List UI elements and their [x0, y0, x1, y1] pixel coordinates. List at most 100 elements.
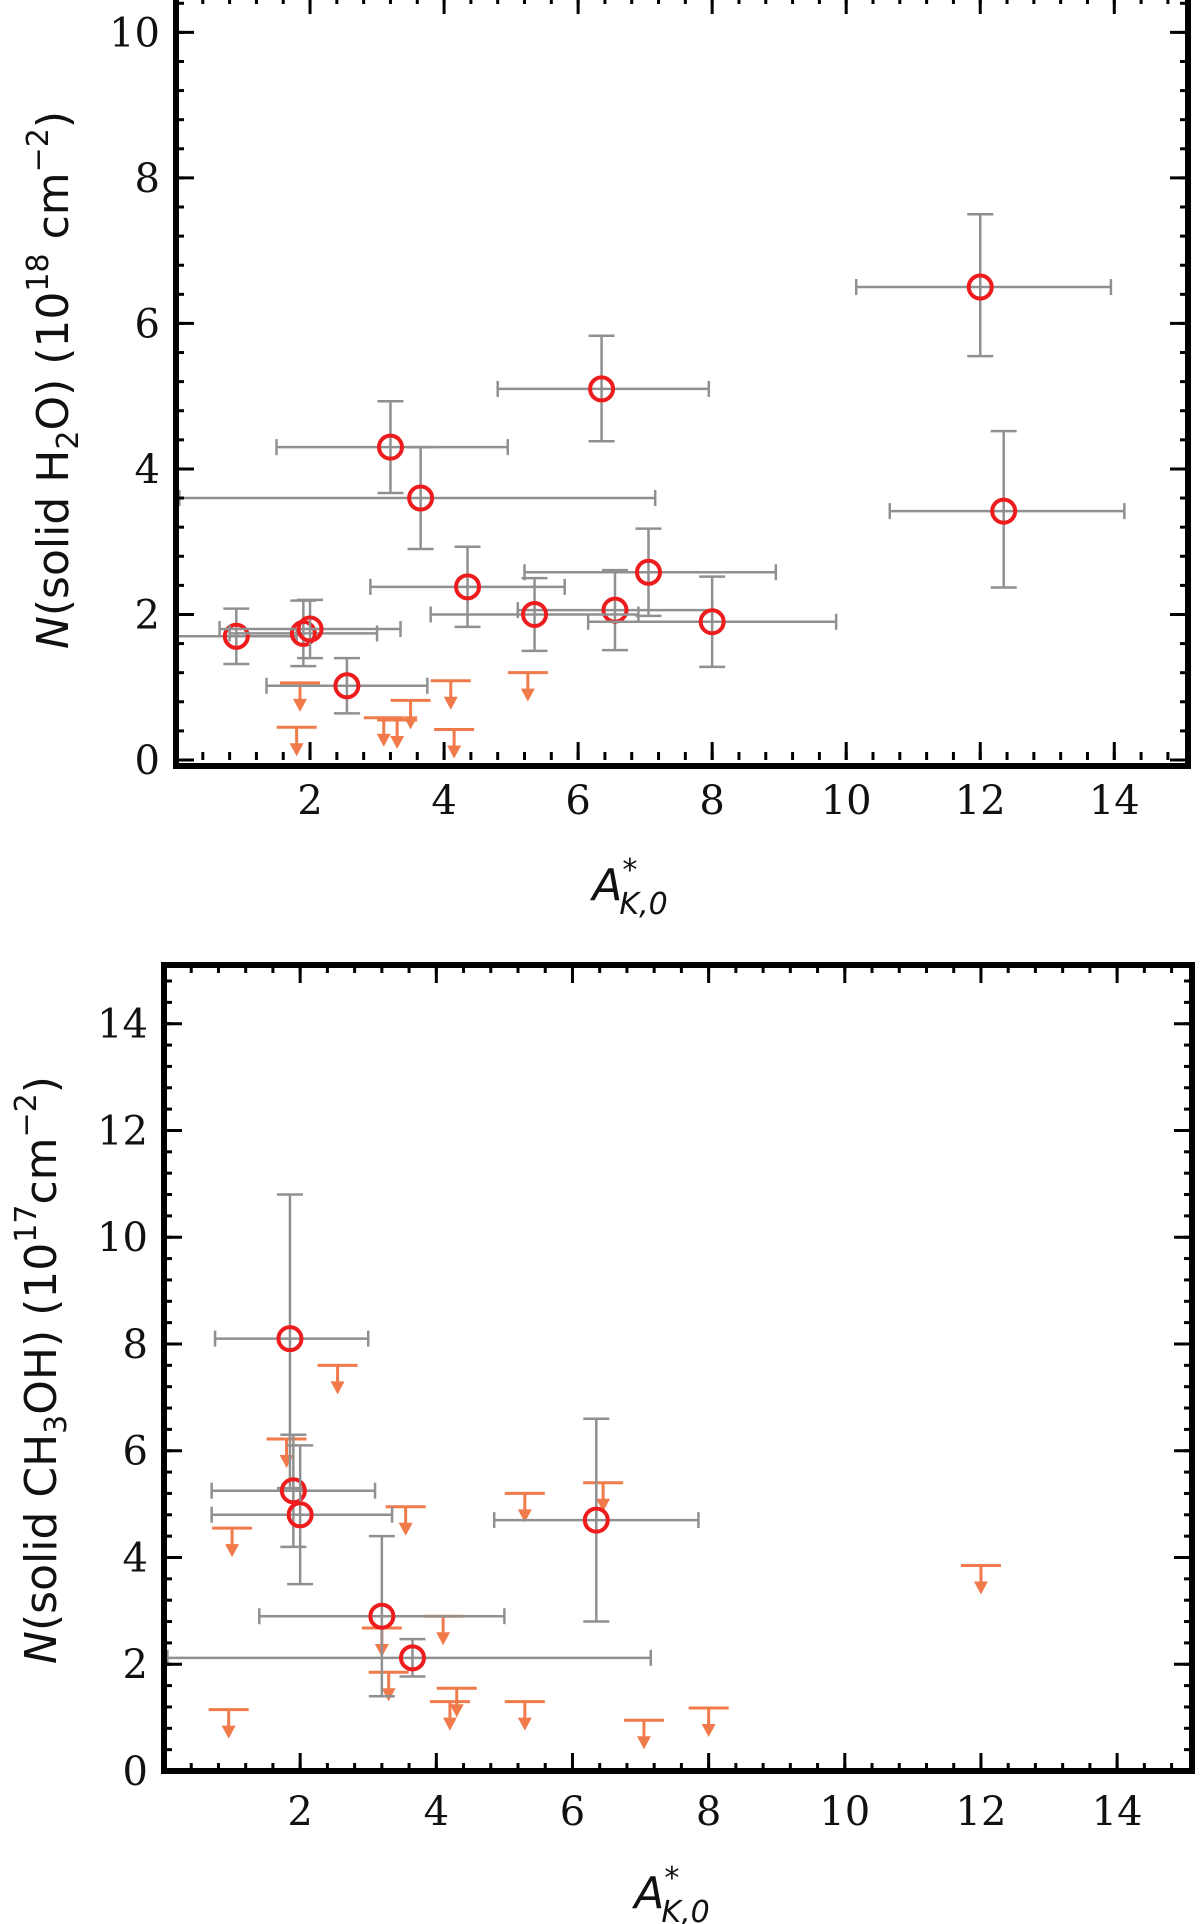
upper-limit-arrowhead: [289, 743, 304, 757]
upper-limit-arrowhead: [701, 1724, 716, 1738]
data-point-13: [265, 656, 429, 715]
x-label-main: A: [589, 860, 622, 911]
data-point-5: [166, 1637, 653, 1678]
upper-limit-4: [390, 698, 431, 730]
upper-limit-8: [368, 1670, 409, 1702]
data-point-6: [369, 545, 566, 629]
y-label-post: O) (10: [28, 292, 79, 431]
y-tick-label: 6: [135, 301, 160, 347]
upper-limit-arrowhead: [443, 696, 458, 710]
data-point-0: [213, 1193, 370, 1490]
data-point-10: [176, 607, 298, 666]
data-point-9: [586, 575, 838, 669]
upper-limit-arrowhead: [596, 1498, 611, 1512]
x-axis-label-methanol: A* K,0: [631, 1861, 709, 1924]
upper-limit-0: [317, 1363, 358, 1395]
y-label-exp: 17: [9, 1205, 44, 1243]
upper-limit-arrowhead: [447, 745, 462, 759]
data-point-12: [218, 598, 402, 660]
y-tick-label: 8: [135, 156, 160, 202]
data-point-marker: [376, 433, 404, 461]
data-point-3: [492, 1417, 700, 1623]
y-label-close: ): [16, 1076, 67, 1093]
upper-limit-0: [279, 681, 320, 712]
x-axis-label-water: A* K,0: [589, 853, 667, 922]
y-tick-label: 8: [123, 1322, 148, 1368]
y-label-pre: N: [28, 616, 79, 649]
y-tick-label: 2: [135, 592, 160, 638]
upper-limit-5: [430, 679, 471, 710]
upper-limit-14: [688, 1706, 729, 1738]
upper-limit-7: [507, 671, 548, 702]
data-point-marker: [279, 1477, 307, 1505]
x-label-sup: *: [622, 853, 637, 888]
x-tick-label: 12: [956, 1789, 1007, 1835]
data-point-marker: [333, 672, 361, 700]
upper-limit-13: [623, 1718, 664, 1750]
data-point-marker: [521, 600, 549, 628]
upper-limit-4: [504, 1491, 545, 1523]
data-point-marker: [368, 1602, 396, 1630]
panel-water-marks: [176, 213, 1126, 759]
x-tick-label: 2: [297, 778, 322, 824]
data-point-1: [210, 1433, 377, 1549]
panel-methanol-marks: [166, 1193, 1001, 1750]
data-point-marker: [454, 573, 482, 601]
upper-limit-arrowhead: [221, 1725, 236, 1739]
upper-limit-arrowhead: [376, 733, 391, 747]
upper-limit-arrowhead: [436, 1632, 451, 1646]
y-label-sub: 3: [39, 1415, 74, 1434]
upper-limit-arrowhead: [292, 698, 307, 712]
x-tick-label: 14: [1092, 1789, 1143, 1835]
data-point-2: [210, 1444, 394, 1586]
data-point-marker: [398, 1644, 426, 1672]
upper-limit-arrowhead: [225, 1544, 240, 1558]
upper-limit-3: [385, 1505, 426, 1536]
data-point-0: [855, 213, 1113, 358]
x-tick-label: 14: [1089, 778, 1140, 824]
y-tick-label: 14: [97, 1002, 148, 1048]
x-tick-label: 8: [696, 1789, 721, 1835]
y-tick-label: 10: [109, 10, 160, 56]
upper-limit-6: [434, 727, 475, 759]
x-tick-label: 10: [821, 778, 872, 824]
upper-limit-arrowhead: [403, 716, 418, 730]
x-label-sub: K,0: [661, 1895, 709, 1924]
y-tick-label: 6: [123, 1429, 148, 1475]
y-tick-label: 2: [123, 1642, 148, 1688]
upper-limit-arrowhead: [442, 1717, 457, 1731]
upper-limit-arrowhead: [279, 1454, 294, 1468]
upper-limit-arrowhead: [517, 1717, 532, 1731]
y-label-unit: cm: [28, 172, 79, 253]
x-tick-label: 12: [955, 778, 1006, 824]
data-point-1: [496, 334, 711, 443]
y-tick-label: 0: [135, 738, 160, 784]
data-point-4: [258, 1534, 506, 1698]
y-axis-label-water: N(solid H2O) (1018 cm−2): [21, 111, 86, 649]
data-point-marker: [582, 1506, 610, 1534]
upper-limit-5: [583, 1481, 624, 1512]
data-point-marker: [698, 608, 726, 636]
upper-limit-10: [436, 1686, 477, 1718]
upper-limit-arrowhead: [636, 1736, 651, 1750]
x-label-sup: *: [664, 1861, 679, 1896]
x-tick-label: 10: [819, 1789, 870, 1835]
x-tick-label: 2: [287, 1789, 312, 1835]
plot-frame-water: [173, 0, 1191, 769]
y-label-exp: 18: [21, 253, 56, 291]
data-point-marker: [990, 497, 1018, 525]
upper-limit-12: [208, 1708, 249, 1739]
x-label-main: A: [631, 1868, 664, 1919]
data-point-8: [429, 576, 640, 653]
x-tick-label: 8: [699, 778, 724, 824]
y-tick-label: 4: [123, 1535, 148, 1581]
data-point-marker: [276, 1325, 304, 1353]
plot-frame-methanol: [161, 962, 1195, 1774]
y-label-unit-exp: −2: [9, 1093, 44, 1137]
upper-limit-arrowhead: [449, 1704, 464, 1718]
y-tick-label: 10: [97, 1215, 148, 1261]
data-point-marker: [407, 484, 435, 512]
upper-limit-11: [504, 1700, 545, 1731]
upper-limit-arrowhead: [520, 688, 535, 702]
